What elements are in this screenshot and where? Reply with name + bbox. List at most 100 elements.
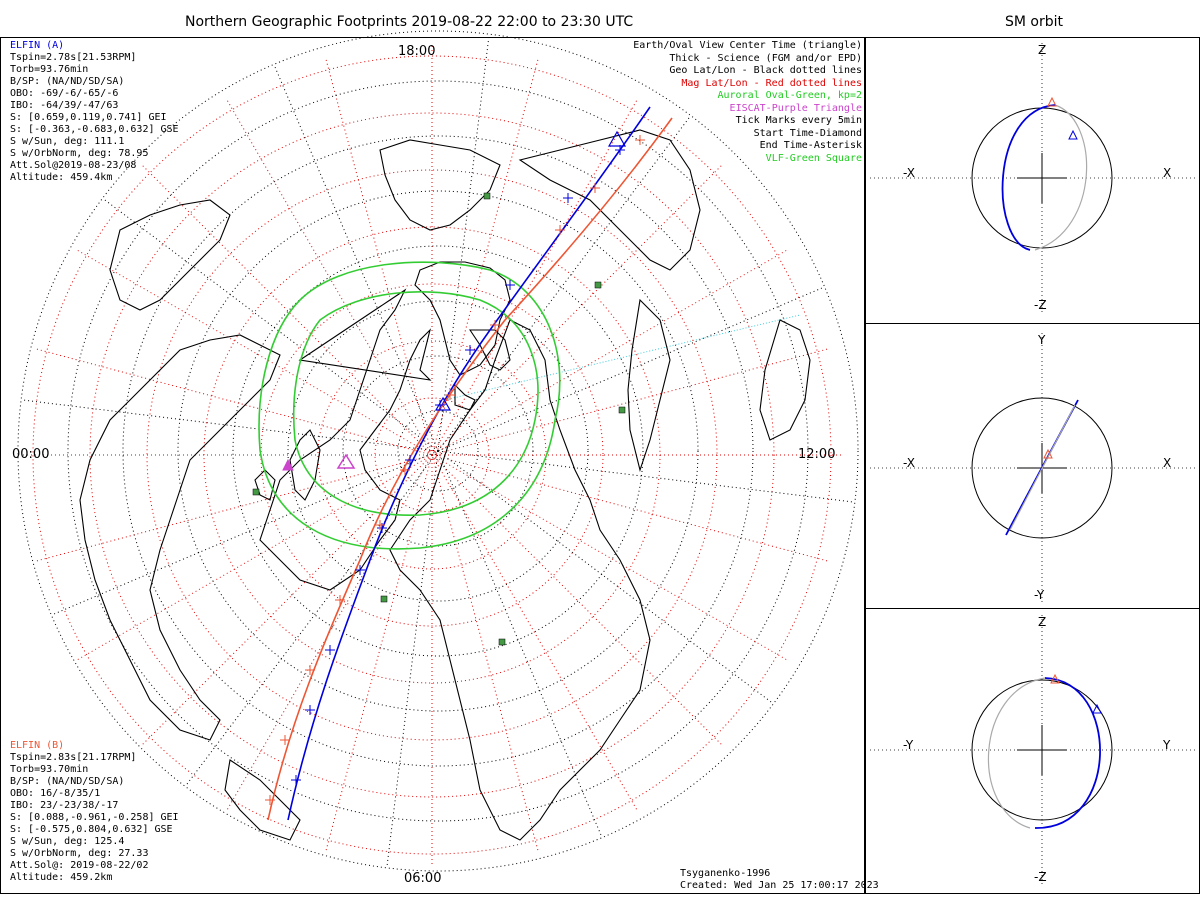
orbit-axis-label: Y (1038, 333, 1046, 347)
auroral-oval-inner (292, 291, 539, 516)
elfin-a-line: OBO: -69/-6/-65/-6 (10, 88, 119, 99)
geo-lat-circle (17, 30, 859, 872)
mag-lat-circle (32, 55, 832, 855)
lt-label-bottom: 06:00 (404, 871, 442, 886)
legend-item: Geo Lat/Lon - Black dotted lines (669, 65, 862, 76)
satellite-tracks (252, 106, 673, 821)
orbit-marker (1047, 96, 1057, 107)
auroral-oval (258, 261, 561, 550)
orbit-b-yz (987, 677, 1046, 829)
elfin-b-line: Torb=93.70min (10, 764, 89, 775)
vlf-square (483, 192, 491, 200)
elfin-a-line: S w/OrbNorm, deg: 78.95 (10, 148, 149, 159)
legend-item: Earth/Oval View Center Time (triangle) (633, 40, 862, 51)
geo-lat-circle (177, 190, 699, 712)
elfin-b-info: ELFIN (B) Tspin=2.83s[21.17RPM] Torb=93.7… (10, 740, 179, 884)
vlf-square (252, 488, 260, 496)
elfin-b-line: S w/Sun, deg: 125.4 (10, 836, 125, 847)
mag-lon-line (431, 454, 829, 562)
legend-item: EISCAT-Purple Triangle (729, 102, 862, 114)
earth-circle (971, 397, 1113, 539)
orbit-axis-label: Z (1038, 43, 1047, 57)
lt-label-top: 18:00 (398, 44, 436, 59)
vlf-square (594, 281, 602, 289)
elfin-a-tick (615, 145, 625, 155)
sun-direction-line (444, 314, 801, 401)
mag-lon-line (141, 454, 433, 746)
elfin-b-tick (375, 520, 385, 530)
geo-lon-line (437, 450, 603, 838)
orbit-marker (1068, 129, 1078, 140)
elfin-b-tick (635, 135, 645, 145)
vlf-square (618, 406, 626, 414)
geo-lon-line (437, 286, 825, 452)
orbit-axis-label: -Y (903, 738, 914, 752)
elfin-b-line: OBO: 16/-8/35/1 (10, 788, 101, 799)
legend-item: Tick Marks every 5min (735, 115, 862, 126)
elfin-b-line: S w/OrbNorm, deg: 27.33 (10, 848, 149, 859)
orbit-a-xz (1001, 104, 1056, 251)
vlf-square (498, 638, 506, 646)
orbit-panels (870, 43, 1198, 885)
legend-item: Mag Lat/Lon - Red dotted lines (681, 77, 862, 89)
legend-item: Auroral Oval-Green, kp=2 (717, 90, 863, 101)
geo-lon-line (437, 34, 490, 452)
lt-label-left: 00:00 (12, 447, 50, 462)
geo-lon-line (273, 64, 439, 452)
orbit-axis-label: -Z (1034, 870, 1047, 884)
mag-lon-line (431, 164, 723, 456)
orbit-axis-label: -Y (1034, 588, 1045, 602)
orbit-title: SM orbit (1005, 14, 1064, 30)
mag-lon-line (431, 348, 829, 456)
geo-lon-line (437, 115, 692, 452)
orbit-marker (1050, 673, 1060, 684)
elfin-a-tick (325, 645, 335, 655)
mag-lon-line (431, 454, 723, 746)
orbit-b-xy (1009, 404, 1076, 531)
elfin-a-tick (465, 345, 475, 355)
mag-lon-line (431, 249, 788, 456)
lt-label-right: 12:00 (798, 447, 836, 462)
elfin-b-tick (445, 390, 455, 400)
elfin-a-track (287, 106, 651, 821)
mag-lon-line (35, 454, 433, 562)
geo-lat-circle (232, 245, 644, 657)
orbit-axis-label: -X (903, 166, 915, 180)
mag-lon-line (431, 454, 788, 661)
map-frame (0, 37, 865, 894)
orbit-frame (865, 37, 1200, 894)
mag-lon-line (431, 454, 638, 811)
elfin-a-line: Att.Sol@2019-08-23/08 (10, 160, 137, 171)
mag-lon-line (431, 58, 539, 456)
elfin-b-tick (335, 595, 345, 605)
elfin-a-line: S: [0.659,0.119,0.741] GEI (10, 112, 167, 123)
coastlines (79, 129, 811, 841)
elfin-a-tick (563, 193, 573, 203)
elfin-a-line: B/SP: (NA/ND/SD/SA) (10, 76, 125, 87)
geo-lon-line (437, 450, 855, 503)
mag-lon-line (431, 454, 539, 852)
elfin-a-line: Tspin=2.78s[21.53RPM] (10, 52, 137, 63)
elfin-a-tick (505, 280, 515, 290)
vlf-square (380, 595, 388, 603)
elfin-b-tick (555, 225, 565, 235)
elfin-a-tick (355, 565, 365, 575)
mag-lon-line (76, 454, 433, 661)
map-title: Northern Geographic Footprints 2019-08-2… (185, 14, 634, 30)
geo-lon-line (437, 450, 774, 705)
elfin-b-tick (590, 183, 600, 193)
orbit-marker (1092, 703, 1102, 714)
elfin-b-line: Tspin=2.83s[21.17RPM] (10, 752, 137, 763)
elfin-b-line: Att.Sol@: 2019-08-22/02 (10, 860, 149, 871)
elfin-a-tick (405, 455, 415, 465)
mag-lon-line (141, 164, 433, 456)
eiscat-triangle-small (282, 458, 294, 471)
elfin-b-name: ELFIN (B) (10, 740, 65, 751)
orbit-axis-label: X (1163, 456, 1172, 470)
legend-item: End Time-Asterisk (759, 140, 862, 151)
geo-lon-line (21, 399, 439, 452)
elfin-a-tick (305, 705, 315, 715)
mag-lon-line (76, 249, 433, 456)
elfin-a-line: S w/Sun, deg: 111.1 (10, 136, 125, 147)
